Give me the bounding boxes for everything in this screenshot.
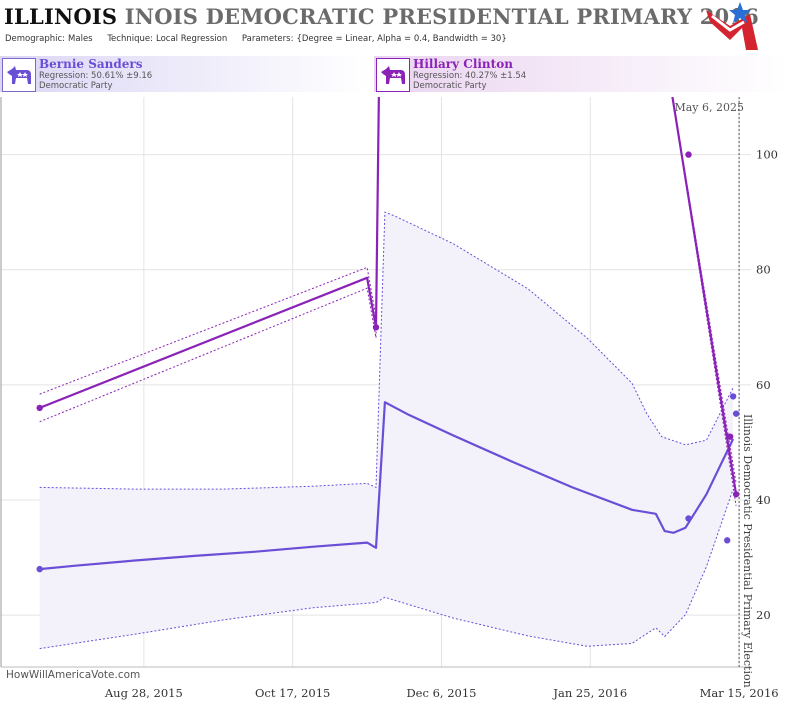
y-tick-label: 100: [756, 148, 778, 162]
sanders-poll-point: [729, 393, 737, 400]
date-label: May 6, 2025: [674, 101, 744, 114]
clinton-regression: Regression: 40.27% ±1.54: [413, 71, 527, 81]
confidence-bands: [39, 212, 734, 649]
poll-points: [36, 151, 740, 573]
clinton-party: Democratic Party: [413, 81, 487, 91]
clinton-name: Hillary Clinton: [413, 57, 513, 71]
donkey-icon: [2, 58, 36, 92]
legend-clinton: Hillary Clinton Regression: 40.27% ±1.54…: [374, 56, 789, 92]
demographic-label: Demographic:: [5, 34, 66, 44]
sanders-party: Democratic Party: [39, 81, 113, 91]
sanders-name: Bernie Sanders: [39, 57, 143, 71]
donkey-icon: [376, 58, 410, 92]
star-logo-icon: [706, 2, 758, 50]
parameters-value: {Degree = Linear, Alpha = 0.4, Bandwidth…: [296, 34, 507, 44]
clinton-poll-point: [372, 324, 380, 331]
y-tick-label: 40: [756, 493, 771, 507]
clinton-poll-point: [732, 491, 740, 498]
technique-value: Local Regression: [155, 34, 228, 44]
sanders-poll-point: [732, 410, 740, 417]
x-tick-label: Oct 17, 2015: [255, 686, 330, 700]
x-axis: Aug 28, 2015 Oct 17, 2015 Dec 6, 2015 Jan 2…: [104, 686, 779, 700]
parameters-line: Demographic: Males Technique: Local Regres…: [5, 34, 519, 44]
clinton-poll-point: [726, 433, 734, 440]
clinton-poll-point: [36, 404, 43, 412]
x-tick-label: Mar 15, 2016: [700, 686, 779, 700]
x-tick-label: Aug 28, 2015: [104, 686, 183, 700]
y-tick-label: 80: [756, 263, 771, 277]
sanders-regression-line: [39, 401, 735, 571]
legend-sanders: Bernie Sanders Regression: 50.61% ±9.16 …: [0, 56, 370, 92]
header: ILLINOIS INOIS DEMOCRATIC PRESIDENTIAL P…: [0, 0, 789, 55]
sanders-poll-point: [36, 565, 43, 573]
election-label: Illinois Democratic Presidential Primary…: [741, 414, 754, 688]
title-rest: INOIS DEMOCRATIC PRESIDENTIAL PRIMARY 20…: [124, 4, 759, 29]
sanders-poll-point: [723, 537, 731, 544]
parameters-label: Parameters:: [241, 34, 294, 44]
sanders-regression: Regression: 50.61% ±9.16: [39, 71, 153, 81]
technique-label: Technique:: [107, 34, 153, 44]
x-tick-label: Dec 6, 2015: [406, 686, 476, 700]
title-state: ILLINOIS: [4, 4, 118, 29]
y-tick-label: 20: [756, 608, 771, 622]
regression-lines: [39, 97, 738, 650]
page-title: ILLINOIS INOIS DEMOCRATIC PRESIDENTIAL P…: [4, 4, 759, 29]
y-tick-label: 60: [756, 378, 771, 392]
sanders-confidence-band: [39, 212, 734, 649]
sanders-lower-bound: [39, 488, 734, 650]
x-tick-label: Jan 25, 2016: [552, 686, 627, 700]
watermark: HowWillAmericaVote.com: [6, 669, 140, 681]
y-axis: 20 40 60 80 100: [756, 148, 778, 623]
sanders-poll-point: [685, 515, 692, 522]
clinton-regression-line: [39, 97, 738, 495]
sanders-upper-bound: [39, 211, 734, 490]
demographic-value: Males: [68, 34, 93, 44]
clinton-poll-point: [685, 151, 692, 158]
